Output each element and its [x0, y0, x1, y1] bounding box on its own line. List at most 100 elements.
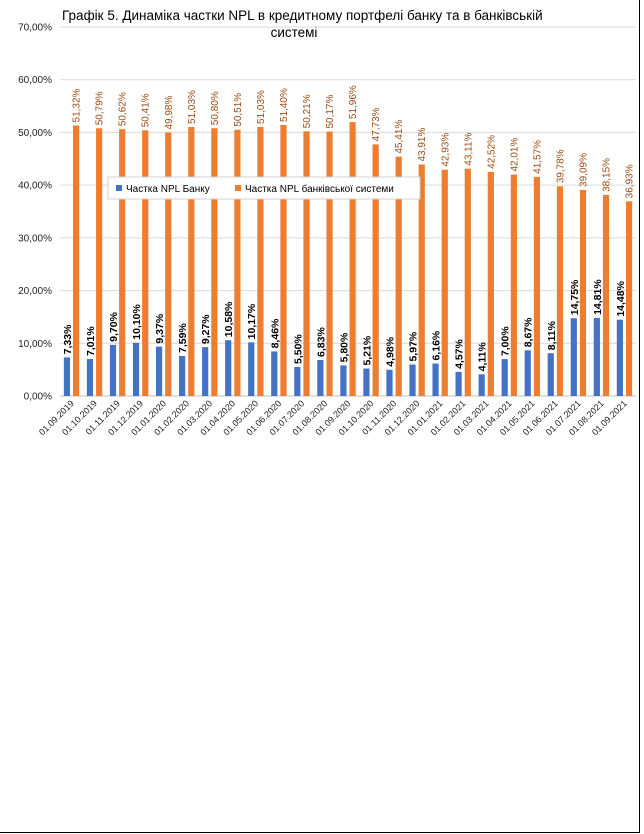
bank-npl-bar: [593, 317, 600, 396]
bank-npl-value-label: 14,48%: [615, 280, 627, 316]
system-npl-bar: [349, 122, 356, 397]
bank-npl-bar: [501, 359, 508, 396]
system-npl-bar: [188, 126, 195, 397]
y-tick-label: 0,00%: [24, 392, 52, 403]
system-npl-value-label: 47,73%: [371, 107, 382, 141]
system-npl-value-label: 38,15%: [602, 158, 613, 192]
system-npl-value-label: 50,62%: [118, 92, 129, 126]
bank-npl-bar: [524, 350, 531, 396]
bank-npl-bar: [386, 369, 393, 396]
legend-label-system: Частка NPL банківської системи: [245, 183, 394, 195]
bank-npl-value-label: 9,37%: [154, 313, 166, 343]
system-npl-bar: [326, 131, 333, 397]
system-npl-value-label: 50,51%: [233, 93, 244, 127]
system-npl-value-label: 50,17%: [325, 95, 336, 129]
bank-npl-value-label: 8,67%: [523, 317, 535, 347]
system-npl-value-label: 51,40%: [279, 88, 290, 122]
x-axis-ticks: 01.09.201901.10.201901.11.201901.12.2019…: [37, 398, 629, 437]
system-npl-value-label: 50,41%: [141, 93, 152, 127]
system-npl-value-label: 43,91%: [417, 128, 428, 162]
bank-npl-bar: [478, 374, 485, 396]
system-npl-bar: [579, 189, 587, 396]
system-npl-value-label: 45,41%: [394, 120, 405, 154]
chart-title-line-2: системі: [271, 25, 318, 40]
system-npl-value-label: 51,03%: [256, 90, 267, 124]
bank-npl-bar: [225, 340, 232, 396]
system-npl-bar: [533, 176, 541, 396]
system-npl-value-label: 39,09%: [579, 153, 590, 187]
bank-npl-bar: [132, 342, 140, 396]
bank-npl-value-label: 14,81%: [592, 279, 604, 315]
system-npl-value-label: 42,93%: [440, 133, 451, 167]
bank-npl-bar: [248, 342, 255, 396]
y-axis-ticks: 0,00% 10,00% 20,00% 30,00% 40,00% 50,00% 60,00…: [18, 23, 52, 403]
system-npl-bar: [418, 164, 425, 396]
bank-npl-value-label: 14,75%: [569, 279, 581, 315]
bank-npl-value-label: 5,80%: [338, 332, 350, 362]
system-npl-bar: [142, 130, 149, 397]
legend-swatch-system: [235, 185, 241, 191]
bank-npl-value-label: 5,97%: [408, 331, 420, 361]
bank-npl-bar: [547, 353, 554, 396]
bank-npl-bar: [202, 347, 209, 396]
legend: Частка NPL Банку Частка NPL банківської с…: [107, 176, 421, 200]
bank-npl-bar: [317, 359, 324, 396]
bank-npl-value-label: 10,17%: [246, 303, 258, 339]
bank-npl-bar: [63, 357, 71, 396]
system-npl-bar: [556, 186, 564, 396]
system-npl-bar: [510, 174, 517, 396]
y-tick-label: 40,00%: [18, 181, 52, 192]
system-npl-bar: [211, 128, 218, 396]
system-npl-value-label: 50,80%: [210, 91, 221, 125]
legend-box: [107, 176, 421, 200]
bank-npl-bar: [179, 355, 186, 396]
bank-npl-value-label: 8,46%: [269, 318, 281, 348]
system-npl-value-label: 49,98%: [164, 96, 175, 130]
chart-title: Графік 5. Динаміка частки NPL в кредитно…: [62, 8, 543, 40]
system-npl-value-label: 50,79%: [95, 91, 106, 125]
system-npl-value-label: 39,78%: [555, 149, 566, 183]
bank-npl-bar: [570, 318, 577, 396]
system-npl-bar: [234, 129, 241, 396]
bank-npl-value-label: 6,83%: [315, 327, 327, 357]
bank-npl-bar: [271, 351, 278, 396]
legend-label-bank: Частка NPL Банку: [126, 184, 210, 195]
system-npl-bar: [165, 132, 172, 396]
bank-npl-value-label: 7,00%: [500, 326, 512, 356]
system-npl-value-label: 50,21%: [302, 94, 313, 128]
bank-npl-value-label: 7,59%: [177, 323, 189, 353]
bank-npl-value-label: 10,58%: [223, 301, 235, 337]
system-npl-value-label: 51,03%: [187, 90, 198, 124]
system-npl-bar: [372, 144, 379, 396]
bars: [63, 122, 633, 397]
chart-title-line-1: Графік 5. Динаміка частки NPL в кредитно…: [62, 8, 543, 23]
bank-npl-value-label: 5,50%: [292, 334, 304, 364]
bank-npl-bar: [409, 364, 416, 396]
system-npl-bar: [257, 126, 264, 397]
y-tick-label: 70,00%: [18, 23, 52, 34]
bank-npl-bar: [432, 363, 439, 396]
system-npl-bar: [303, 131, 310, 396]
bank-npl-value-label: 9,70%: [108, 311, 120, 341]
bank-npl-value-label: 10,10%: [131, 303, 143, 339]
bank-npl-bar: [109, 344, 117, 396]
y-tick-label: 30,00%: [18, 233, 52, 244]
bank-npl-value-label: 4,57%: [454, 338, 466, 368]
bank-npl-value-label: 8,11%: [546, 320, 558, 350]
y-tick-label: 50,00%: [18, 128, 52, 139]
system-npl-value-label: 43,11%: [463, 132, 474, 165]
system-npl-value-label: 36,93%: [625, 164, 636, 198]
y-tick-label: 10,00%: [18, 339, 52, 350]
bank-npl-bar: [363, 368, 370, 396]
bank-npl-value-label: 7,01%: [85, 326, 97, 356]
system-npl-bar: [602, 194, 610, 396]
system-npl-bar: [395, 156, 402, 396]
bank-npl-bar: [340, 365, 347, 396]
system-npl-bar: [487, 171, 494, 396]
y-tick-label: 60,00%: [18, 75, 52, 86]
bank-npl-bar: [616, 319, 623, 396]
system-npl-value-label: 42,01%: [509, 138, 520, 172]
bank-npl-value-label: 5,21%: [361, 335, 373, 365]
